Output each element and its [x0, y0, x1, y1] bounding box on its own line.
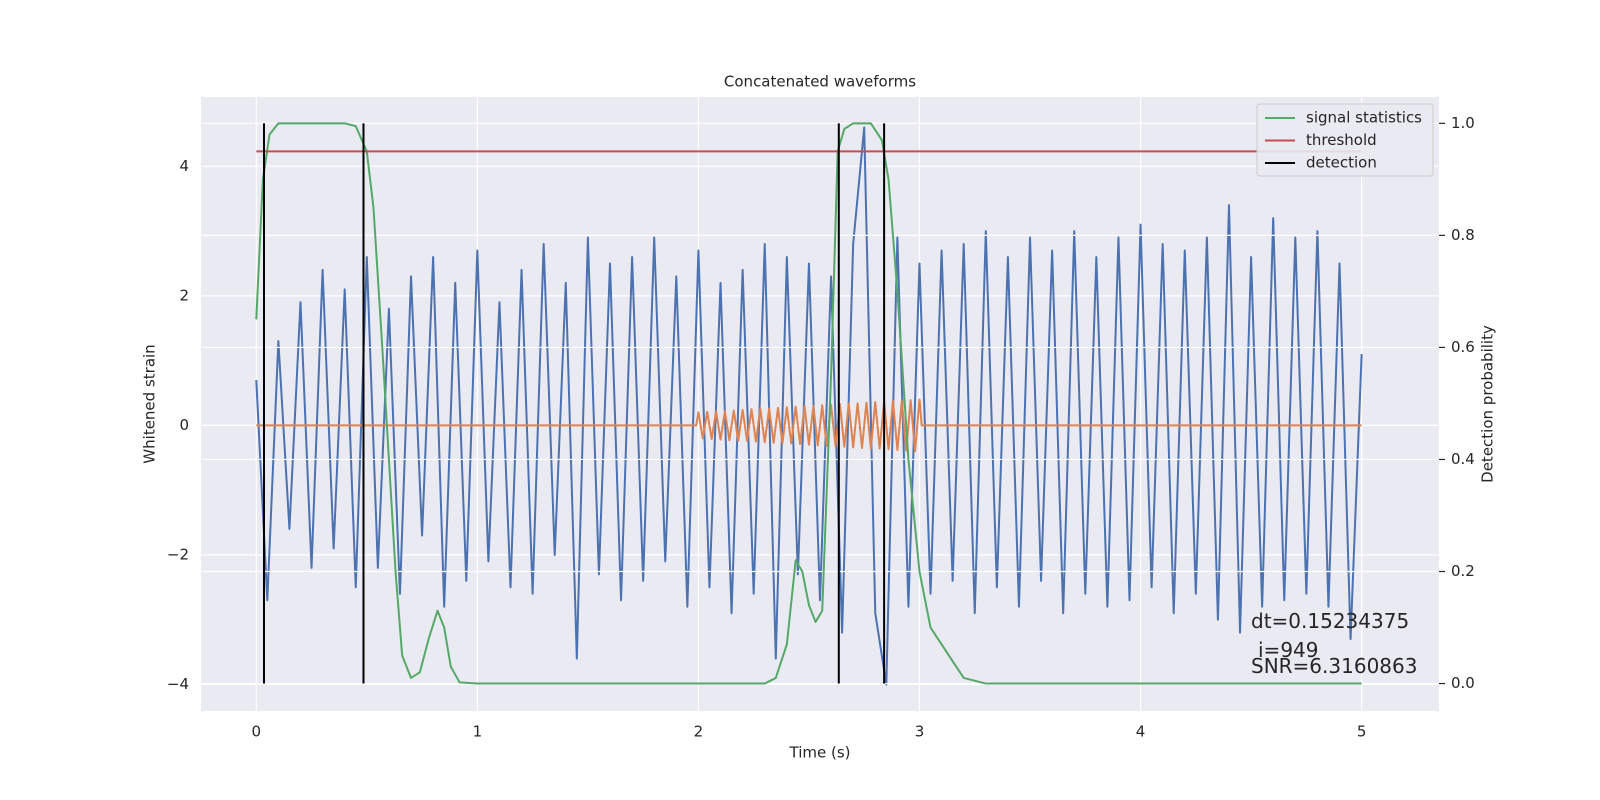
y2-tick-label: 0.6 [1451, 338, 1475, 356]
legend-label: detection [1306, 154, 1377, 172]
annotation: SNR=6.3160863 [1251, 654, 1417, 678]
x-tick-label: 3 [915, 723, 925, 741]
x-tick-label: 4 [1136, 723, 1146, 741]
y-tick-label: −4 [167, 675, 189, 693]
series-line [255, 122, 1362, 685]
x-tick-label: 5 [1357, 723, 1367, 741]
y2-axis-label: Detection probability [1479, 325, 1497, 483]
y2-tick-label: 0.4 [1451, 450, 1475, 468]
y2-tick-label: 0.0 [1451, 674, 1475, 692]
x-tick-label: 2 [694, 723, 704, 741]
x-axis-label: Time (s) [789, 744, 851, 762]
x-tick-label: 1 [473, 723, 483, 741]
y-axis-label: Whitened strain [141, 344, 159, 463]
annotation: i=949 [1258, 638, 1319, 662]
y-tick-label: 2 [179, 286, 189, 304]
y2-tick-label: 0.8 [1451, 226, 1475, 244]
y2-tick-label: 0.2 [1451, 562, 1475, 580]
legend-label: threshold [1306, 131, 1377, 149]
legend-label: signal statistics [1306, 109, 1422, 127]
y2-tick-label: 1.0 [1451, 114, 1475, 132]
legend-box [1256, 103, 1434, 177]
y-tick-label: 4 [179, 157, 189, 175]
series-line [256, 398, 1362, 453]
y-tick-label: −2 [167, 545, 189, 563]
x-tick-label: 0 [251, 723, 261, 741]
y-tick-label: 0 [179, 416, 189, 434]
series-line [255, 126, 1363, 686]
chart-title: Concatenated waveforms [724, 73, 916, 91]
annotation: dt=0.15234375 [1251, 609, 1409, 633]
